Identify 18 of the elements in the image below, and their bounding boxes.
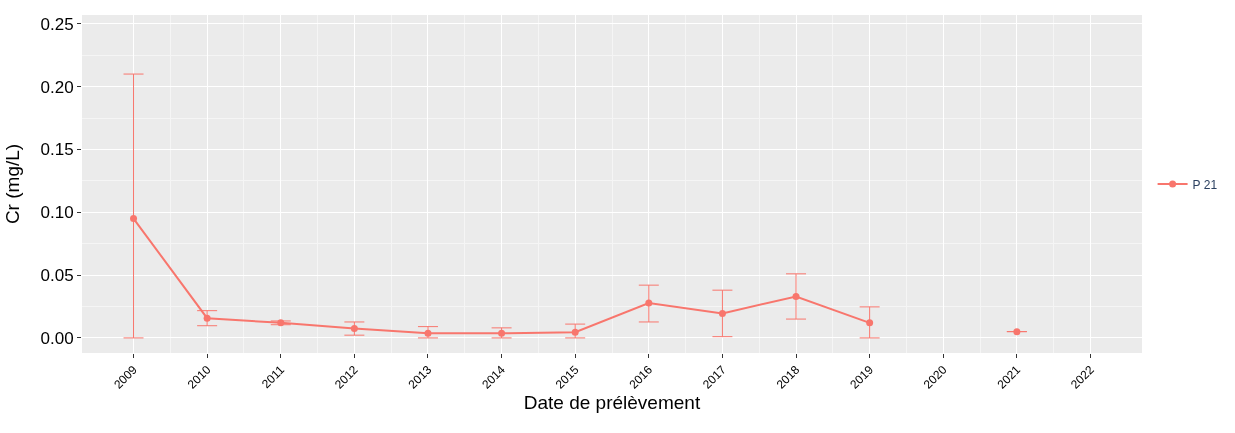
y-tick-label: 0.00	[40, 328, 74, 348]
point	[792, 292, 800, 300]
point	[277, 319, 285, 327]
y-tick-label: 0.20	[40, 77, 74, 97]
point	[424, 329, 432, 337]
x-axis-title: Date de prélèvement	[523, 391, 701, 413]
point	[498, 329, 506, 337]
point	[130, 215, 138, 223]
point	[718, 309, 726, 317]
y-tick-label: 0.05	[40, 266, 74, 286]
point	[866, 319, 874, 327]
y-tick-label: 0.25	[40, 14, 74, 34]
point	[571, 328, 579, 336]
legend-label: P 21	[1192, 177, 1218, 192]
y-axis-title: Cr (mg/L)	[2, 143, 24, 225]
point	[645, 299, 653, 307]
y-tick-label: 0.15	[40, 140, 74, 160]
y-tick-label: 0.10	[40, 203, 74, 223]
